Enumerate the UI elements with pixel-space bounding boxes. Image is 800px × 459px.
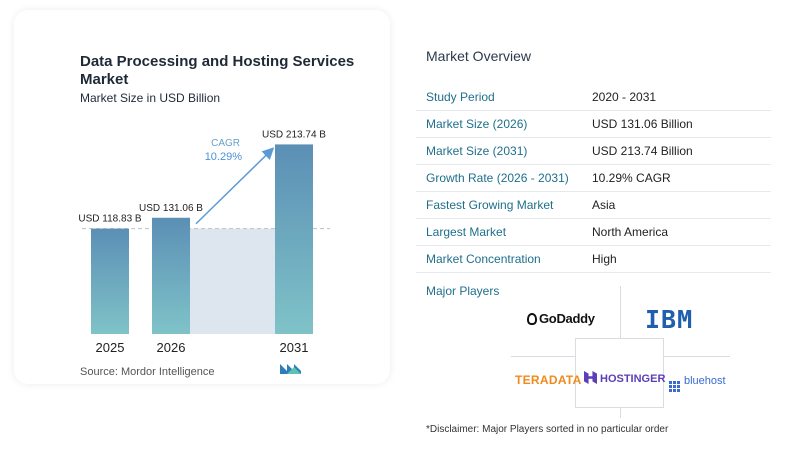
- projection-area: [190, 228, 275, 334]
- divider: [664, 356, 730, 357]
- disclaimer: *Disclaimer: Major Players sorted in no …: [426, 424, 669, 435]
- chart-source: Source: Mordor Intelligence: [80, 366, 215, 378]
- overview-row: Market Size (2026) USD 131.06 Billion: [416, 111, 771, 138]
- row-label: Market Size (2026): [426, 117, 528, 131]
- row-value: Asia: [592, 198, 616, 212]
- cagr-arrow: [195, 147, 275, 225]
- hostinger-icon: [584, 371, 597, 384]
- row-value: High: [592, 252, 617, 266]
- overview-table: Study Period 2020 - 2031 Market Size (20…: [416, 84, 771, 273]
- overview-row: Market Size (2031) USD 213.74 Billion: [416, 138, 771, 165]
- hostinger-box: [575, 338, 664, 408]
- hostinger-logo: HOSTINGER: [584, 371, 665, 385]
- overview-row: Market Concentration High: [416, 246, 771, 273]
- row-label: Market Size (2031): [426, 144, 528, 158]
- overview-row: Fastest Growing Market Asia: [416, 192, 771, 219]
- data-label-2025: USD 118.83 B: [78, 214, 142, 225]
- row-value: 2020 - 2031: [592, 90, 657, 104]
- row-label: Largest Market: [426, 225, 507, 239]
- tick-label-2031: 2031: [280, 340, 309, 355]
- hostinger-logo-text: HOSTINGER: [600, 373, 666, 385]
- bar-2025: [91, 228, 129, 334]
- divider: [620, 286, 621, 338]
- mordor-logo-icon: [280, 364, 301, 374]
- bluehost-icon: [669, 381, 680, 392]
- overview-row: Growth Rate (2026 - 2031) 10.29% CAGR: [416, 165, 771, 192]
- row-value: USD 131.06 Billion: [592, 117, 693, 131]
- godaddy-icon: [527, 313, 537, 325]
- row-value: USD 213.74 Billion: [592, 144, 693, 158]
- major-players-title: Major Players: [426, 284, 500, 298]
- bar-2031: [275, 144, 313, 334]
- bluehost-logo: bluehost: [669, 375, 726, 392]
- row-value: North America: [592, 225, 669, 239]
- market-overview-title: Market Overview: [426, 48, 532, 64]
- data-label-2026: USD 131.06 B: [139, 203, 203, 214]
- bar-chart: USD 118.83 B 2025 USD 131.06 B 2026 USD 213.…: [78, 129, 330, 355]
- row-label: Study Period: [426, 90, 495, 104]
- overview-row: Study Period 2020 - 2031: [416, 84, 771, 111]
- chart-title: Data Processing and Hosting Services Mar…: [80, 53, 355, 88]
- bluehost-logo-text: bluehost: [684, 375, 726, 387]
- row-value: 10.29% CAGR: [592, 171, 671, 185]
- ibm-logo: IBM: [645, 305, 694, 334]
- row-label: Fastest Growing Market: [426, 198, 554, 212]
- godaddy-logo-text: GoDaddy: [539, 311, 595, 326]
- data-label-2031: USD 213.74 B: [262, 129, 326, 140]
- cagr-label: CAGR: [211, 138, 240, 149]
- tick-label-2025: 2025: [96, 340, 125, 355]
- tick-label-2026: 2026: [157, 340, 186, 355]
- chart-subtitle: Market Size in USD Billion: [80, 91, 221, 105]
- row-label: Growth Rate (2026 - 2031): [426, 171, 569, 185]
- divider: [511, 356, 575, 357]
- bar-2026: [152, 217, 190, 334]
- cagr-value: 10.29%: [205, 151, 243, 163]
- divider: [620, 408, 621, 418]
- teradata-logo: TERADATA: [515, 373, 582, 387]
- overview-row: Largest Market North America: [416, 219, 771, 246]
- row-label: Market Concentration: [426, 252, 541, 266]
- godaddy-logo: GoDaddy: [527, 311, 595, 326]
